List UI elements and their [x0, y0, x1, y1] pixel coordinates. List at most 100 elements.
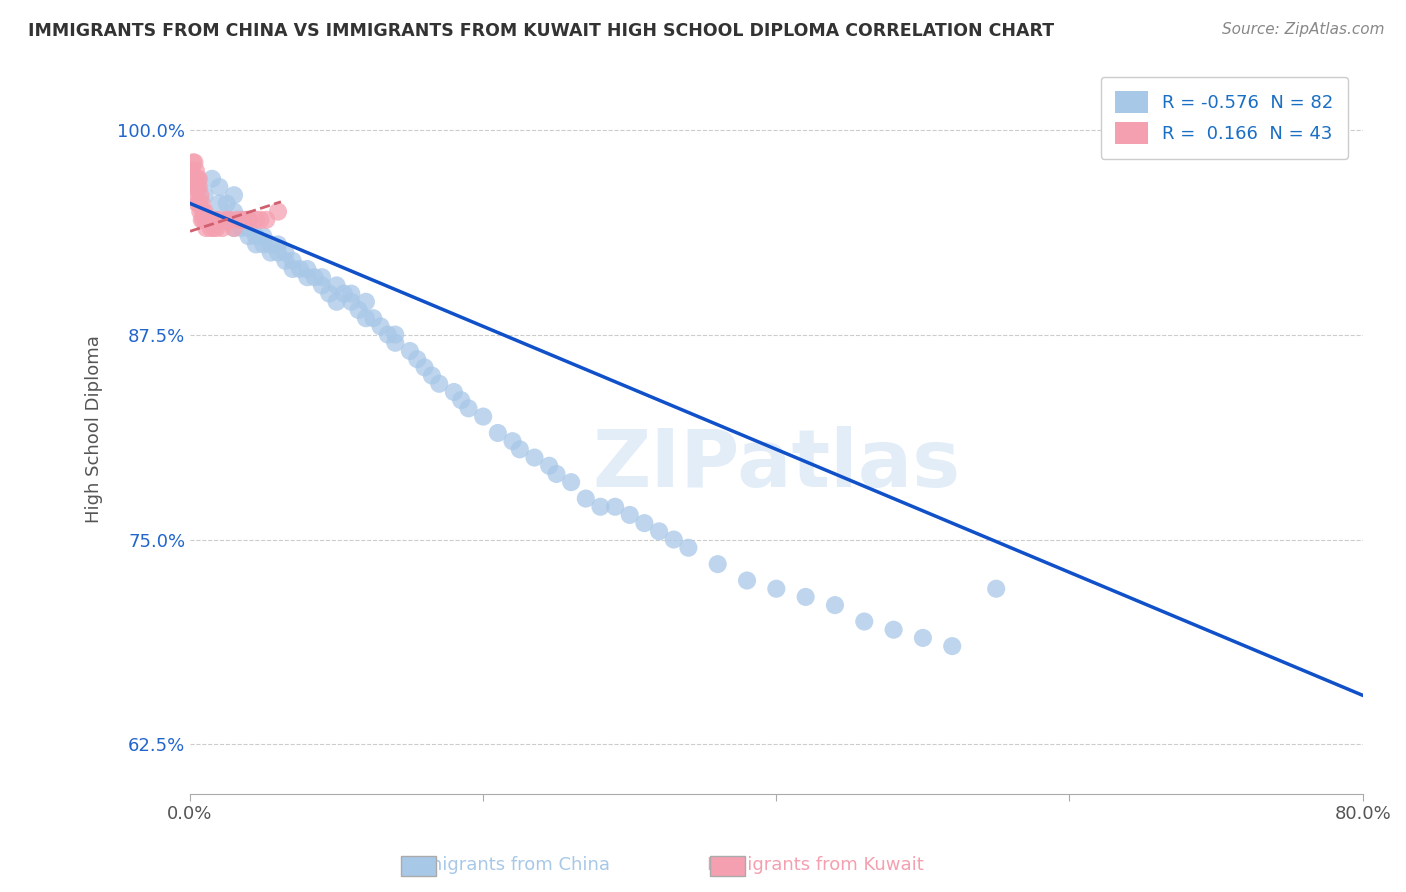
- Point: [187, 196, 209, 211]
- Point: [245, 212, 267, 227]
- Point: [194, 188, 217, 202]
- Point: [538, 458, 561, 473]
- Point: [619, 508, 641, 522]
- Point: [245, 229, 267, 244]
- Point: [222, 204, 245, 219]
- Point: [193, 212, 215, 227]
- Point: [201, 171, 224, 186]
- Point: [297, 270, 319, 285]
- Point: [340, 286, 363, 301]
- Point: [208, 212, 231, 227]
- Point: [187, 180, 209, 194]
- Point: [472, 409, 495, 424]
- Point: [427, 376, 450, 391]
- Point: [318, 286, 340, 301]
- Point: [194, 204, 217, 219]
- Text: IMMIGRANTS FROM CHINA VS IMMIGRANTS FROM KUWAIT HIGH SCHOOL DIPLOMA CORRELATION : IMMIGRANTS FROM CHINA VS IMMIGRANTS FROM…: [28, 22, 1054, 40]
- Point: [274, 245, 297, 260]
- Point: [603, 500, 626, 514]
- Point: [354, 311, 377, 326]
- Text: Immigrants from Kuwait: Immigrants from Kuwait: [707, 855, 924, 873]
- Text: Immigrants from China: Immigrants from China: [402, 855, 610, 873]
- Point: [211, 221, 233, 235]
- Point: [187, 171, 209, 186]
- Point: [180, 163, 202, 178]
- Point: [794, 590, 817, 604]
- Point: [853, 615, 876, 629]
- Point: [184, 188, 207, 202]
- Point: [186, 196, 208, 211]
- Point: [183, 171, 205, 186]
- Point: [215, 212, 238, 227]
- Point: [208, 180, 231, 194]
- Point: [370, 319, 392, 334]
- Point: [502, 434, 524, 449]
- Point: [245, 237, 267, 252]
- Point: [191, 196, 214, 211]
- Point: [235, 212, 257, 227]
- Point: [648, 524, 671, 539]
- Point: [377, 327, 399, 342]
- Point: [231, 221, 253, 235]
- Point: [181, 155, 204, 169]
- Point: [509, 442, 531, 457]
- Point: [735, 574, 758, 588]
- Point: [325, 278, 347, 293]
- Point: [325, 294, 347, 309]
- Point: [208, 196, 231, 211]
- Point: [589, 500, 612, 514]
- Legend: R = -0.576  N = 82, R =  0.166  N = 43: R = -0.576 N = 82, R = 0.166 N = 43: [1101, 77, 1348, 159]
- Point: [824, 598, 846, 612]
- Point: [184, 163, 207, 178]
- Point: [193, 204, 215, 219]
- Point: [941, 639, 963, 653]
- Point: [288, 262, 311, 277]
- Point: [186, 180, 208, 194]
- Point: [249, 212, 271, 227]
- Point: [194, 212, 217, 227]
- Point: [413, 360, 436, 375]
- Point: [252, 237, 274, 252]
- Point: [457, 401, 479, 416]
- Point: [186, 171, 208, 186]
- Point: [662, 533, 685, 547]
- Point: [215, 212, 238, 227]
- Point: [765, 582, 787, 596]
- Point: [281, 253, 304, 268]
- Point: [399, 343, 422, 358]
- Point: [633, 516, 655, 530]
- Point: [267, 237, 290, 252]
- Point: [883, 623, 905, 637]
- Point: [238, 229, 260, 244]
- Point: [986, 582, 1008, 596]
- Point: [198, 212, 221, 227]
- Point: [238, 212, 260, 227]
- Point: [297, 262, 319, 277]
- Point: [911, 631, 934, 645]
- Point: [281, 262, 304, 277]
- Point: [267, 204, 290, 219]
- Point: [354, 294, 377, 309]
- Point: [486, 425, 509, 440]
- Point: [231, 212, 253, 227]
- Point: [384, 327, 406, 342]
- Point: [222, 221, 245, 235]
- Point: [197, 212, 219, 227]
- Point: [333, 286, 356, 301]
- Point: [201, 212, 224, 227]
- Point: [202, 221, 225, 235]
- Point: [222, 188, 245, 202]
- Point: [340, 294, 363, 309]
- Point: [215, 196, 238, 211]
- Point: [188, 204, 211, 219]
- Point: [181, 180, 204, 194]
- Point: [238, 212, 260, 227]
- Point: [231, 212, 253, 227]
- Point: [252, 229, 274, 244]
- Point: [188, 188, 211, 202]
- Point: [218, 212, 240, 227]
- Point: [311, 270, 333, 285]
- Point: [267, 245, 290, 260]
- Point: [420, 368, 443, 383]
- Point: [311, 278, 333, 293]
